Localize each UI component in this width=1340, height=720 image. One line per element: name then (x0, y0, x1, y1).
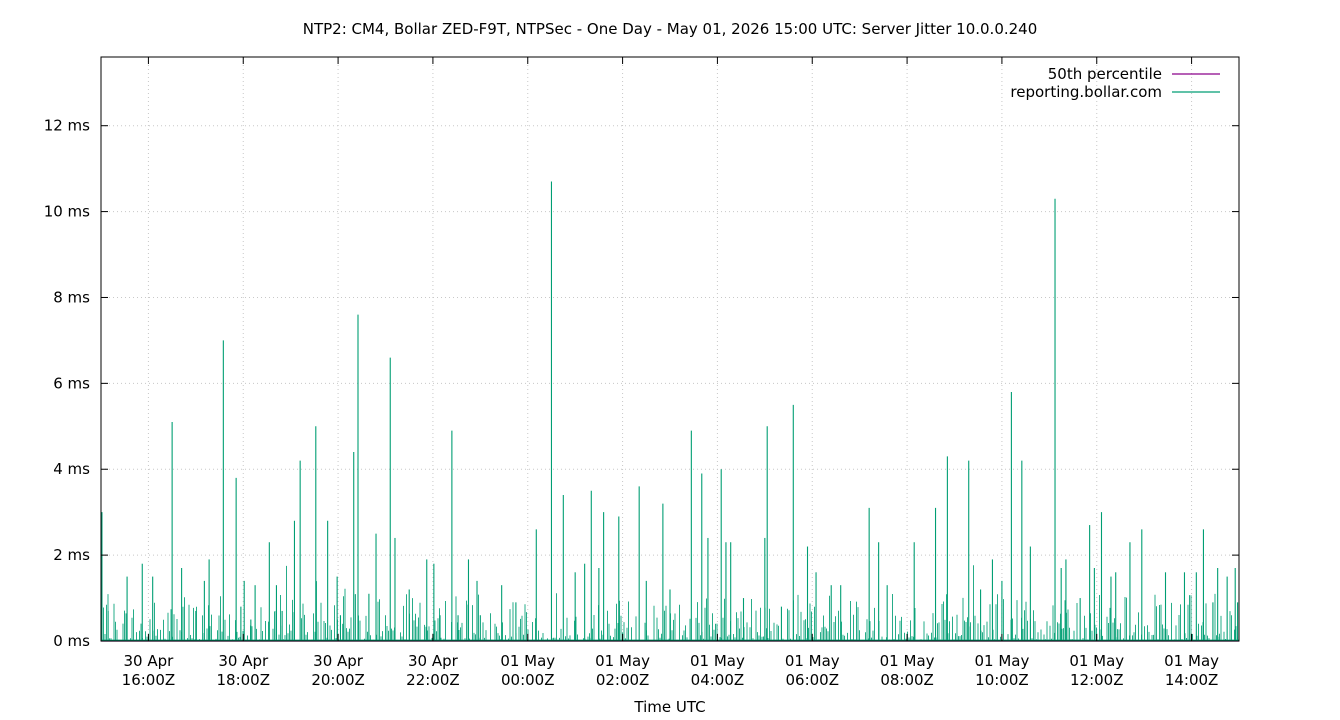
y-tick-label: 0 ms (53, 632, 90, 650)
plot-frame (100, 56, 1240, 642)
x-tick-label-time: 22:00Z (406, 671, 460, 689)
y-tick-label: 2 ms (53, 546, 90, 564)
x-tick-label-time: 20:00Z (311, 671, 365, 689)
x-tick-label-date: 01 May (974, 652, 1029, 670)
x-tick-label-time: 06:00Z (785, 671, 839, 689)
x-tick-label-time: 16:00Z (122, 671, 176, 689)
x-tick-label-date: 30 Apr (124, 652, 175, 670)
chart-title: NTP2: CM4, Bollar ZED-F9T, NTPSec - One … (303, 20, 1038, 38)
y-tick-label: 12 ms (44, 117, 90, 135)
x-tick-label-date: 01 May (785, 652, 840, 670)
y-axis: 0 ms 2 ms 4 ms 6 ms 8 ms 10 ms 12 ms (44, 117, 1239, 650)
y-tick-label: 4 ms (53, 460, 90, 478)
legend-label-50th-percentile: 50th percentile (1048, 65, 1162, 83)
y-tick-label: 8 ms (53, 288, 90, 306)
y-tick-label: 6 ms (53, 374, 90, 392)
x-tick-label-date: 01 May (1069, 652, 1124, 670)
x-tick-label-date: 30 Apr (313, 652, 364, 670)
x-tick-label-date: 01 May (880, 652, 935, 670)
x-tick-label-time: 00:00Z (501, 671, 555, 689)
legend: 50th percentile reporting.bollar.com (1010, 65, 1220, 101)
x-tick-label-time: 12:00Z (1070, 671, 1124, 689)
x-tick-label-date: 01 May (500, 652, 555, 670)
grid-lines (101, 57, 1239, 641)
x-tick-label-date: 30 Apr (218, 652, 269, 670)
x-tick-label-date: 01 May (595, 652, 650, 670)
x-tick-label-time: 08:00Z (880, 671, 934, 689)
x-tick-label-time: 10:00Z (975, 671, 1029, 689)
series-1-spikes (101, 181, 1239, 641)
x-axis-label: Time UTC (633, 698, 705, 716)
x-tick-label-date: 30 Apr (408, 652, 459, 670)
x-tick-label-time: 02:00Z (596, 671, 650, 689)
legend-label-reporting-bollar: reporting.bollar.com (1010, 83, 1162, 101)
x-tick-label-date: 01 May (1164, 652, 1219, 670)
x-tick-label-time: 14:00Z (1165, 671, 1219, 689)
x-tick-label-time: 04:00Z (691, 671, 745, 689)
x-tick-label-date: 01 May (690, 652, 745, 670)
y-tick-label: 10 ms (44, 203, 90, 221)
x-tick-label-time: 18:00Z (216, 671, 270, 689)
